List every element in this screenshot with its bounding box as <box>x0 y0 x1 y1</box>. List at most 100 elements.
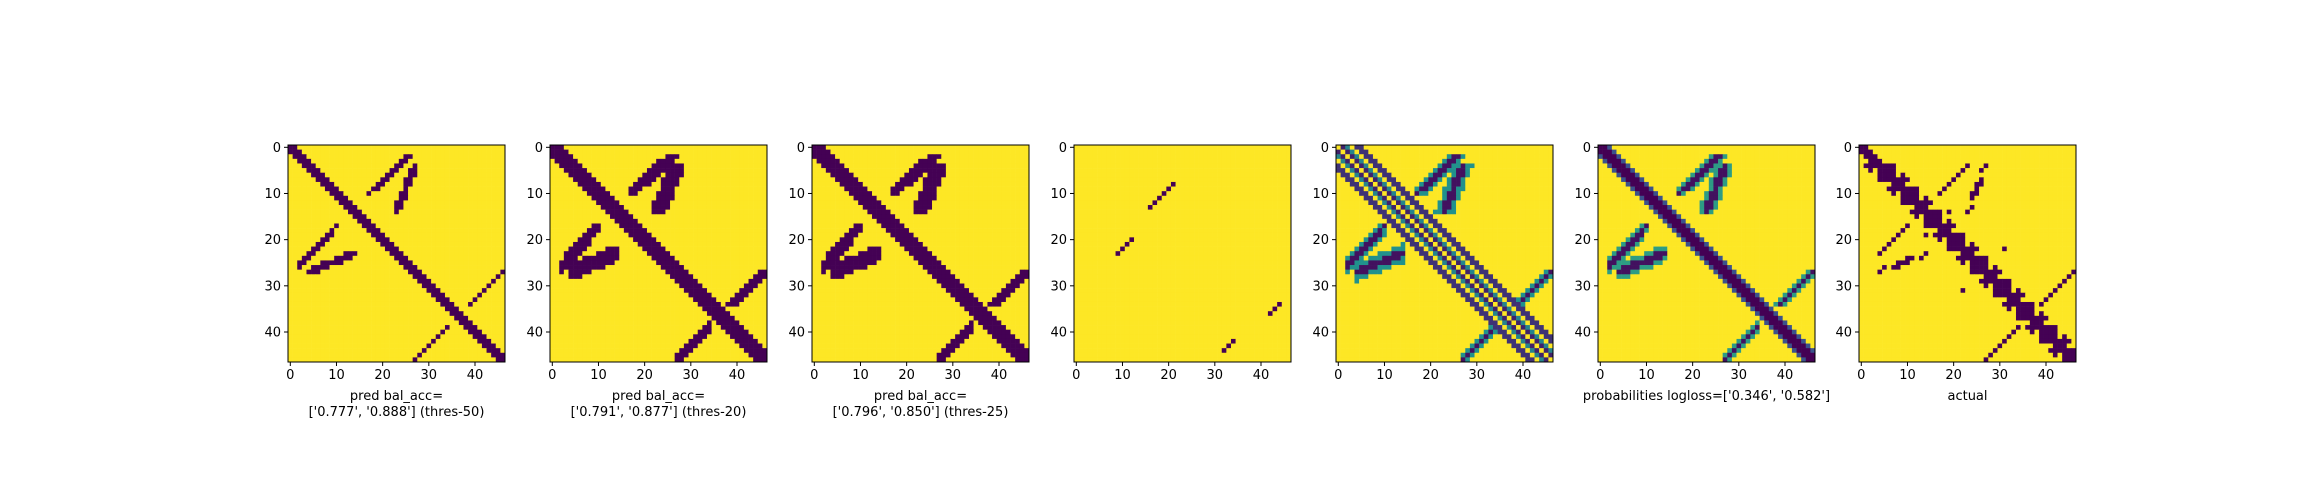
heatmap-cell <box>559 149 565 155</box>
heatmap-cell <box>403 315 409 321</box>
heatmap-cell <box>885 145 891 150</box>
heatmap-cell <box>656 283 662 289</box>
heatmap-cell <box>848 145 854 150</box>
heatmap-cell <box>408 315 413 321</box>
heatmap-cell <box>301 283 307 289</box>
heatmap-cell <box>463 297 469 303</box>
heatmap-cell <box>605 283 611 289</box>
heatmap-cell <box>610 265 615 270</box>
heatmap-cell <box>408 329 413 335</box>
heatmap-cell <box>651 269 657 275</box>
heatmap-cell <box>885 177 891 183</box>
heatmap-cell <box>605 214 611 220</box>
heatmap-cell <box>315 297 321 303</box>
heatmap-cell <box>730 168 735 174</box>
heatmap-cell <box>329 274 335 280</box>
heatmap-cell <box>762 223 768 229</box>
heatmap-cell <box>477 329 483 335</box>
heatmap-cell <box>500 145 506 150</box>
heatmap-cell <box>375 191 381 197</box>
heatmap-cell <box>338 214 344 220</box>
heatmap-cell <box>646 200 652 206</box>
heatmap-cell <box>932 149 937 155</box>
heatmap-cell <box>491 311 497 317</box>
heatmap-cell <box>853 163 859 169</box>
heatmap-cell <box>554 214 560 220</box>
heatmap-cell <box>412 177 418 183</box>
heatmap-cell <box>412 214 418 220</box>
heatmap-cell <box>665 334 671 340</box>
heatmap-cell <box>352 241 358 247</box>
heatmap-cell <box>559 325 565 330</box>
heatmap-cell <box>955 186 961 192</box>
heatmap-cell <box>495 311 501 317</box>
heatmap-cell <box>679 186 685 192</box>
heatmap-cell <box>417 292 423 298</box>
heatmap-cell <box>577 214 583 220</box>
heatmap-cell <box>573 154 579 160</box>
heatmap-cell <box>725 315 731 321</box>
heatmap-cell <box>600 145 606 150</box>
heatmap-cell <box>633 357 639 363</box>
heatmap-cell <box>628 191 634 197</box>
heatmap-cell <box>334 237 340 243</box>
heatmap-cell <box>660 241 666 247</box>
heatmap-cell <box>716 172 722 178</box>
heatmap-cell <box>688 232 694 238</box>
heatmap-cell <box>670 158 675 164</box>
heatmap-cell <box>730 237 735 243</box>
heatmap-cell <box>472 315 478 321</box>
heatmap-cell <box>734 168 740 174</box>
heatmap-cell <box>412 209 418 215</box>
heatmap-cell <box>711 274 717 280</box>
heatmap-cell <box>633 168 639 174</box>
heatmap-cell <box>730 297 735 303</box>
heatmap-cell <box>702 334 708 340</box>
heatmap-cell <box>628 154 634 160</box>
heatmap-cell <box>697 274 703 280</box>
heatmap-cell <box>384 172 390 178</box>
heatmap-cell <box>486 145 492 150</box>
heatmap-cell <box>927 181 933 187</box>
heatmap-cell <box>762 186 768 192</box>
heatmap-cell <box>440 205 446 210</box>
heatmap-cell <box>725 325 731 330</box>
heatmap-cell <box>554 274 560 280</box>
heatmap-cell <box>320 306 326 312</box>
heatmap-cell <box>315 357 321 363</box>
heatmap-cell <box>375 232 381 238</box>
heatmap-cell <box>403 269 409 275</box>
heatmap-cell <box>978 172 984 178</box>
heatmap-cell <box>660 200 666 206</box>
heatmap-cell <box>586 338 592 344</box>
heatmap-cell <box>753 269 759 275</box>
heatmap-cell <box>458 181 464 187</box>
heatmap-cell <box>748 343 754 349</box>
heatmap-cell <box>375 241 381 247</box>
heatmap-cell <box>753 251 759 257</box>
heatmap-cell <box>408 205 413 210</box>
heatmap-cell <box>674 246 680 252</box>
heatmap-cell <box>389 241 395 247</box>
heatmap-cell <box>334 352 340 358</box>
heatmap-cell <box>927 149 933 155</box>
heatmap-cell <box>619 352 625 358</box>
heatmap-cell <box>481 177 487 183</box>
heatmap-cell <box>670 223 675 229</box>
heatmap-cell <box>449 241 455 247</box>
heatmap-cell <box>596 228 602 234</box>
heatmap-cell <box>384 205 390 210</box>
heatmap-cell <box>449 246 455 252</box>
heatmap-cell <box>559 195 565 201</box>
heatmap-cell <box>577 265 583 270</box>
heatmap-cell <box>306 315 312 321</box>
heatmap-cell <box>586 149 592 155</box>
heatmap-cell <box>412 311 418 317</box>
heatmap-cell <box>481 343 487 349</box>
heatmap-cell <box>559 357 565 363</box>
heatmap-cell <box>748 191 754 197</box>
heatmap-cell <box>361 214 367 220</box>
heatmap-cell <box>495 260 501 266</box>
heatmap-cell <box>573 297 579 303</box>
heatmap-cell <box>600 181 606 187</box>
